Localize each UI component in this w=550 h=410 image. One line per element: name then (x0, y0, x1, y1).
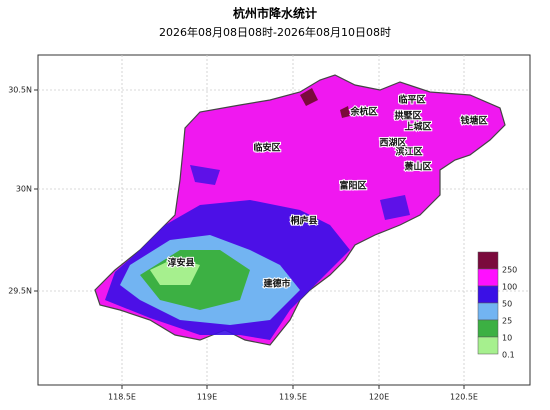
legend-swatch (477, 285, 499, 304)
region (94, 74, 506, 346)
district-label: 萧山区 (404, 161, 431, 173)
district-label: 临平区 (398, 94, 425, 106)
legend-swatch (477, 251, 499, 270)
district-label: 西湖区 (379, 137, 406, 149)
x-tick-label: 120E (369, 393, 389, 402)
district-label: 富阳区 (339, 180, 366, 192)
legend-label: 100 (502, 283, 517, 292)
title: 杭州市降水统计 (233, 6, 317, 21)
legend-label: 50 (502, 300, 512, 309)
legend: 250 100 50 25 10 0.1 (477, 251, 517, 360)
district-label: 淳安县 (167, 257, 194, 269)
district-label: 建德市 (263, 278, 290, 290)
x-tick-label: 120.5E (450, 393, 478, 402)
x-tick-label: 119E (197, 393, 217, 402)
district-label: 上城区 (404, 121, 431, 133)
legend-label: 0.1 (502, 351, 515, 360)
legend-swatch (477, 302, 499, 321)
legend-swatch (477, 336, 499, 355)
subtitle: 2026年08月08日08时-2026年08月10日08时 (159, 25, 391, 39)
y-tick-label: 29.5N (8, 287, 32, 296)
district-label: 拱墅区 (394, 110, 421, 122)
x-tick-label: 119.5E (279, 393, 307, 402)
district-label: 滨江区 (395, 146, 422, 158)
district-label: 钱塘区 (460, 115, 487, 127)
district-label: 余杭区 (349, 106, 377, 118)
district-label: 临安区 (253, 142, 280, 154)
legend-label: 25 (502, 317, 512, 326)
legend-swatch (477, 319, 499, 338)
y-tick-label: 30.5N (8, 86, 32, 95)
legend-label: 10 (502, 334, 512, 343)
x-tick-label: 118.5E (108, 393, 136, 402)
district-label: 桐庐县 (290, 215, 317, 227)
legend-swatch (477, 268, 499, 287)
legend-label: 250 (502, 266, 517, 275)
y-tick-label: 30N (16, 185, 32, 194)
